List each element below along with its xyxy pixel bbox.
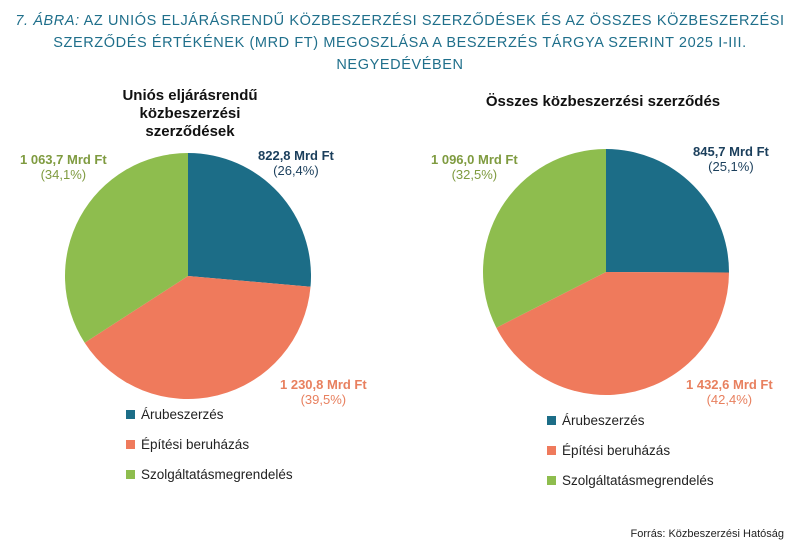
figure-number: 7. ÁBRA: [15, 13, 80, 29]
legend-label: Építési beruházás [562, 442, 671, 458]
chart-2-slice-epitesi [496, 272, 729, 395]
legend-swatch [547, 445, 556, 455]
chart-1-percent-arubeszerzes: (26,4%) [273, 163, 319, 178]
legend-swatch [547, 475, 556, 485]
chart-2-value-szolgaltatas: 1 096,0 Mrd Ft [431, 152, 518, 167]
chart-2-legend-item: Árubeszerzés [547, 405, 714, 435]
chart-1-legend-item: Építési beruházás [126, 429, 293, 459]
legend-swatch [126, 409, 135, 419]
chart-1-pie [65, 153, 311, 399]
figure-title-text: AZ UNIÓS ELJÁRÁSRENDŰ KÖZBESZERZÉSI SZER… [53, 13, 785, 73]
chart-2-label-epitesi: 1 432,6 Mrd Ft (42,4%) [686, 377, 773, 407]
chart-2-legend-item: Építési beruházás [547, 435, 714, 465]
chart-1-legend-item: Szolgáltatásmegrendelés [126, 459, 293, 489]
chart-1-label-szolgaltatas: 1 063,7 Mrd Ft (34,1%) [20, 152, 107, 182]
legend-label: Árubeszerzés [141, 406, 224, 422]
chart-2-label-arubeszerzes: 845,7 Mrd Ft (25,1%) [693, 144, 769, 174]
chart-2-legend-item: Szolgáltatásmegrendelés [547, 465, 714, 495]
chart-1-value-szolgaltatas: 1 063,7 Mrd Ft [20, 152, 107, 167]
legend-label: Építési beruházás [141, 436, 250, 452]
chart-2-percent-epitesi: (42,4%) [706, 392, 753, 407]
legend-swatch [126, 469, 135, 479]
chart-1-slice-szolgaltatas [65, 153, 188, 343]
chart-2-pie [483, 149, 729, 395]
chart-2-value-epitesi: 1 432,6 Mrd Ft [686, 377, 773, 392]
figure-title: 7. ÁBRA: AZ UNIÓS ELJÁRÁSRENDŰ KÖZBESZER… [0, 10, 800, 76]
chart-1-percent-epitesi: (39,5%) [300, 392, 347, 407]
chart-1-slice-epitesi [84, 276, 311, 399]
chart-2-legend: Árubeszerzés Építési beruházás Szolgálta… [547, 405, 714, 495]
chart-1-value-epitesi: 1 230,8 Mrd Ft [280, 377, 367, 392]
legend-swatch [547, 415, 556, 425]
chart-1-label-epitesi: 1 230,8 Mrd Ft (39,5%) [280, 377, 367, 407]
legend-label: Árubeszerzés [562, 412, 645, 428]
chart-2-title: Összes közbeszerzési szerződés [485, 93, 721, 110]
source-note: Forrás: Közbeszerzési Hatóság [630, 528, 784, 540]
chart-2-value-arubeszerzes: 845,7 Mrd Ft [693, 144, 769, 159]
chart-1-percent-szolgaltatas: (34,1%) [40, 167, 87, 182]
chart-2-percent-arubeszerzes: (25,1%) [708, 159, 754, 174]
chart-1-legend: Árubeszerzés Építési beruházás Szolgálta… [126, 399, 293, 489]
chart-2-slice-szolgaltatas [483, 149, 606, 328]
legend-swatch [126, 439, 135, 449]
legend-label: Szolgáltatásmegrendelés [562, 472, 714, 488]
chart-2-slice-arubeszerzes [606, 149, 729, 273]
chart-1-label-arubeszerzes: 822,8 Mrd Ft (26,4%) [258, 148, 334, 178]
chart-1-slice-arubeszerzes [188, 153, 311, 287]
chart-1-legend-item: Árubeszerzés [126, 399, 293, 429]
chart-2-label-szolgaltatas: 1 096,0 Mrd Ft (32,5%) [431, 152, 518, 182]
chart-2-percent-szolgaltatas: (32,5%) [451, 167, 498, 182]
legend-label: Szolgáltatásmegrendelés [141, 466, 293, 482]
chart-1-value-arubeszerzes: 822,8 Mrd Ft [258, 148, 334, 163]
chart-1-title: Uniós eljárásrendű közbeszerzési szerződ… [122, 87, 258, 140]
